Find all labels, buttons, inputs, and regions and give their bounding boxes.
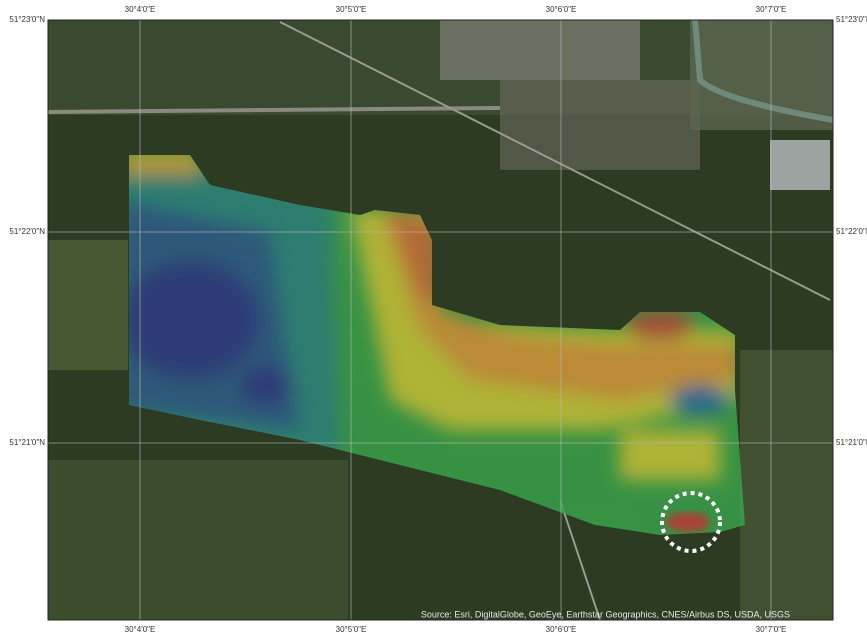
longitude-label: 30°5'0"E — [336, 625, 367, 634]
latitude-label: 51°21'0"N — [9, 438, 45, 447]
longitude-label: 30°6'0"E — [546, 625, 577, 634]
latitude-label: 51°22'0"N — [836, 227, 867, 236]
longitude-label: 30°5'0"E — [336, 5, 367, 14]
graticule — [48, 20, 833, 620]
latitude-label: 51°22'0"N — [9, 227, 45, 236]
longitude-label: 30°4'0"E — [125, 5, 156, 14]
map-frame — [47, 19, 834, 621]
longitude-label: 30°6'0"E — [546, 5, 577, 14]
latitude-label: 51°21'0"N — [836, 438, 867, 447]
attribution: Source: Esri, DigitalGlobe, GeoEye, Eart… — [421, 609, 790, 619]
latitude-labels: 51°23'0"N 51°22'0"N 51°21'0"N 51°23'0"N … — [9, 15, 867, 447]
longitude-label: 30°4'0"E — [125, 625, 156, 634]
highlight-circle — [660, 491, 722, 553]
longitude-label: 30°7'0"E — [756, 625, 787, 634]
longitude-label: 30°7'0"E — [756, 5, 787, 14]
latitude-label: 51°23'0"N — [9, 15, 45, 24]
latitude-label: 51°23'0"N — [836, 15, 867, 24]
longitude-labels: 30°4'0"E 30°5'0"E 30°6'0"E 30°7'0"E 30°4… — [125, 5, 787, 634]
